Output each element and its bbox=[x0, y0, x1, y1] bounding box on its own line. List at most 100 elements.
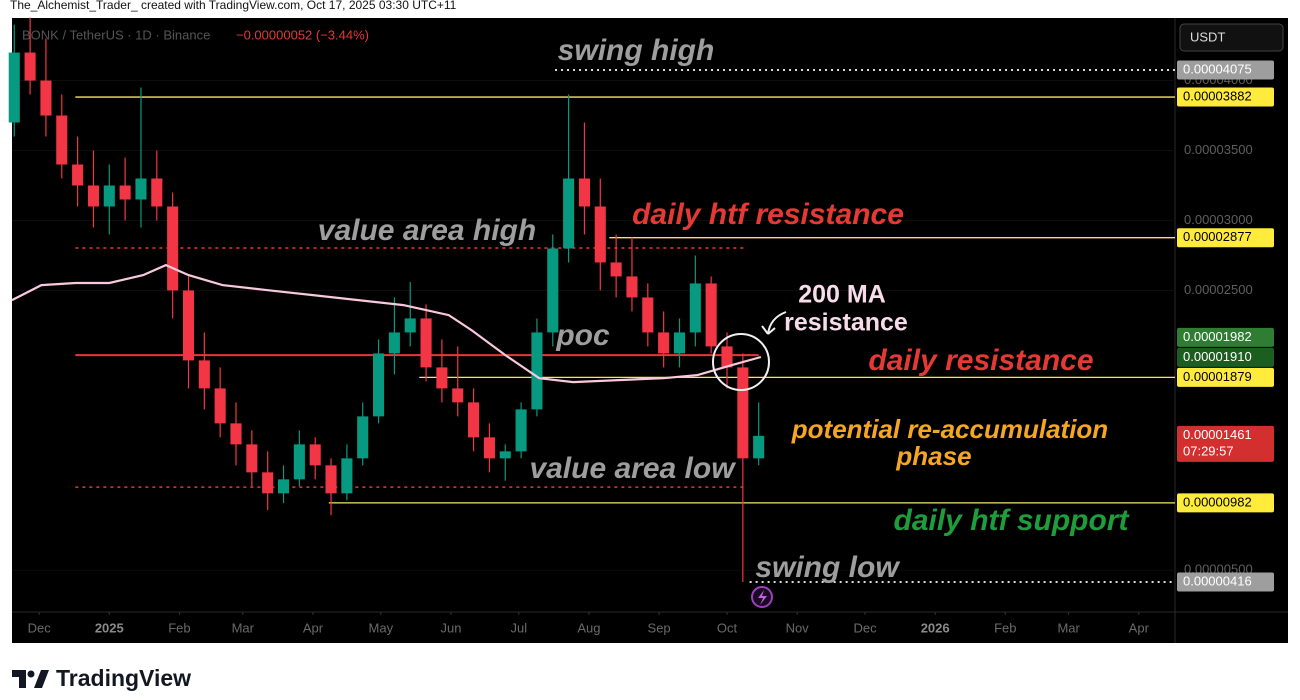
x-tick-label: Apr bbox=[1129, 620, 1150, 635]
candle-body bbox=[499, 451, 511, 459]
candle-body bbox=[262, 472, 274, 494]
x-tick-label: Feb bbox=[168, 620, 190, 635]
candle-body bbox=[182, 290, 195, 361]
candle-body bbox=[277, 479, 290, 494]
candle-body bbox=[214, 388, 226, 424]
candle-body bbox=[753, 435, 765, 459]
candle-body bbox=[563, 178, 575, 249]
annotation: phase bbox=[895, 441, 971, 471]
x-tick-label: Dec bbox=[853, 620, 877, 635]
annotation: daily htf resistance bbox=[632, 198, 904, 231]
x-tick-label: Apr bbox=[303, 620, 324, 635]
candle-body bbox=[167, 206, 179, 291]
alert-bolt bbox=[758, 590, 767, 605]
x-tick-label: Dec bbox=[28, 620, 52, 635]
plot bbox=[8, 17, 1175, 584]
price-badge bbox=[1177, 228, 1274, 248]
price-badge bbox=[1177, 572, 1274, 592]
price-badge bbox=[1177, 87, 1274, 107]
candle-body bbox=[436, 367, 448, 389]
x-tick-label: Jun bbox=[440, 620, 461, 635]
candle-body bbox=[468, 402, 480, 438]
candle-body bbox=[626, 276, 638, 298]
price-badge-label: 0.00001910 bbox=[1183, 349, 1252, 364]
arrow bbox=[761, 311, 787, 335]
candle-body bbox=[578, 178, 590, 207]
annotation: value area high bbox=[318, 214, 536, 247]
price-badge bbox=[1177, 367, 1274, 387]
candle-body bbox=[483, 437, 495, 459]
price-badge-label: 0.00001461 bbox=[1183, 427, 1252, 442]
annotation: swing high bbox=[558, 34, 715, 67]
logo-dot bbox=[27, 670, 35, 678]
moving-average bbox=[11, 263, 762, 384]
candle-body bbox=[72, 164, 84, 186]
candle-body bbox=[8, 52, 20, 123]
price-badge-label: 0.00002877 bbox=[1183, 229, 1252, 244]
brand: TradingView bbox=[56, 665, 191, 691]
candle-body bbox=[673, 332, 686, 354]
candle-body bbox=[388, 332, 400, 354]
x-tick-label: Feb bbox=[994, 620, 1016, 635]
candle-body bbox=[721, 346, 733, 368]
currency-button[interactable] bbox=[1179, 23, 1284, 52]
symbol: BONK / TetherUS · 1D · Binance bbox=[22, 27, 210, 42]
candle-body bbox=[420, 318, 432, 368]
candle-body bbox=[515, 409, 527, 452]
candle-body bbox=[325, 465, 337, 494]
price-badge-label: 0.00004075 bbox=[1183, 61, 1252, 76]
x-tick-label: 2026 bbox=[921, 620, 950, 635]
logo-mark bbox=[12, 670, 26, 688]
annotation: 200 MA bbox=[798, 281, 886, 309]
candle-body bbox=[689, 283, 701, 333]
candle-body bbox=[737, 367, 749, 459]
x-tick-label: Mar bbox=[1057, 620, 1080, 635]
candle-body bbox=[452, 388, 464, 403]
annotation: daily resistance bbox=[868, 344, 1093, 377]
price-change: −0.00000052 (−3.44%) bbox=[236, 27, 369, 42]
y-tick-label: 0.00002500 bbox=[1184, 282, 1253, 297]
candle-body bbox=[642, 297, 654, 333]
annotation: potential re-accumulation bbox=[791, 414, 1108, 444]
candle-body bbox=[246, 444, 258, 473]
highlight-circle bbox=[712, 333, 770, 391]
candle-body bbox=[705, 283, 717, 347]
annotation: value area low bbox=[529, 452, 736, 485]
candle-body bbox=[135, 178, 147, 200]
x-tick-label: Jul bbox=[511, 620, 528, 635]
candle-body bbox=[404, 318, 416, 333]
candle-body bbox=[40, 80, 52, 116]
annotation: swing low bbox=[755, 551, 900, 584]
y-tick-label: 0.00003500 bbox=[1184, 142, 1253, 157]
price-badge bbox=[1177, 60, 1274, 80]
candle-body bbox=[531, 332, 543, 410]
candle-body bbox=[103, 185, 115, 207]
candle-body bbox=[658, 332, 670, 354]
credit: The_Alchemist_Trader_ created with Tradi… bbox=[10, 0, 457, 12]
y-tick-label: 0.00003000 bbox=[1184, 212, 1253, 227]
candle-body bbox=[119, 185, 131, 200]
annotation: daily htf support bbox=[894, 504, 1131, 537]
candle-body bbox=[594, 206, 606, 263]
candle-body bbox=[357, 416, 369, 459]
price-badge bbox=[1177, 327, 1274, 347]
currency-label[interactable]: USDT bbox=[1190, 29, 1225, 44]
logo-slash bbox=[34, 670, 49, 688]
candle-body bbox=[151, 178, 163, 207]
price-badge bbox=[1177, 425, 1274, 462]
candle-body bbox=[56, 115, 68, 165]
annotation: resistance bbox=[784, 309, 908, 337]
candle-body bbox=[341, 458, 353, 494]
candle-body bbox=[87, 185, 99, 207]
candle-body bbox=[198, 360, 210, 389]
price-badge-label: 0.00000982 bbox=[1183, 494, 1252, 509]
candle-body bbox=[547, 248, 559, 333]
x-tick-label: Sep bbox=[648, 620, 671, 635]
x-tick-label: May bbox=[369, 620, 394, 635]
price-badge-label: 0.00001982 bbox=[1183, 329, 1252, 344]
brand-logo: TradingView bbox=[12, 665, 191, 691]
x-tick-label: Mar bbox=[232, 620, 255, 635]
candle-body bbox=[309, 444, 321, 466]
price-badge bbox=[1177, 493, 1274, 513]
